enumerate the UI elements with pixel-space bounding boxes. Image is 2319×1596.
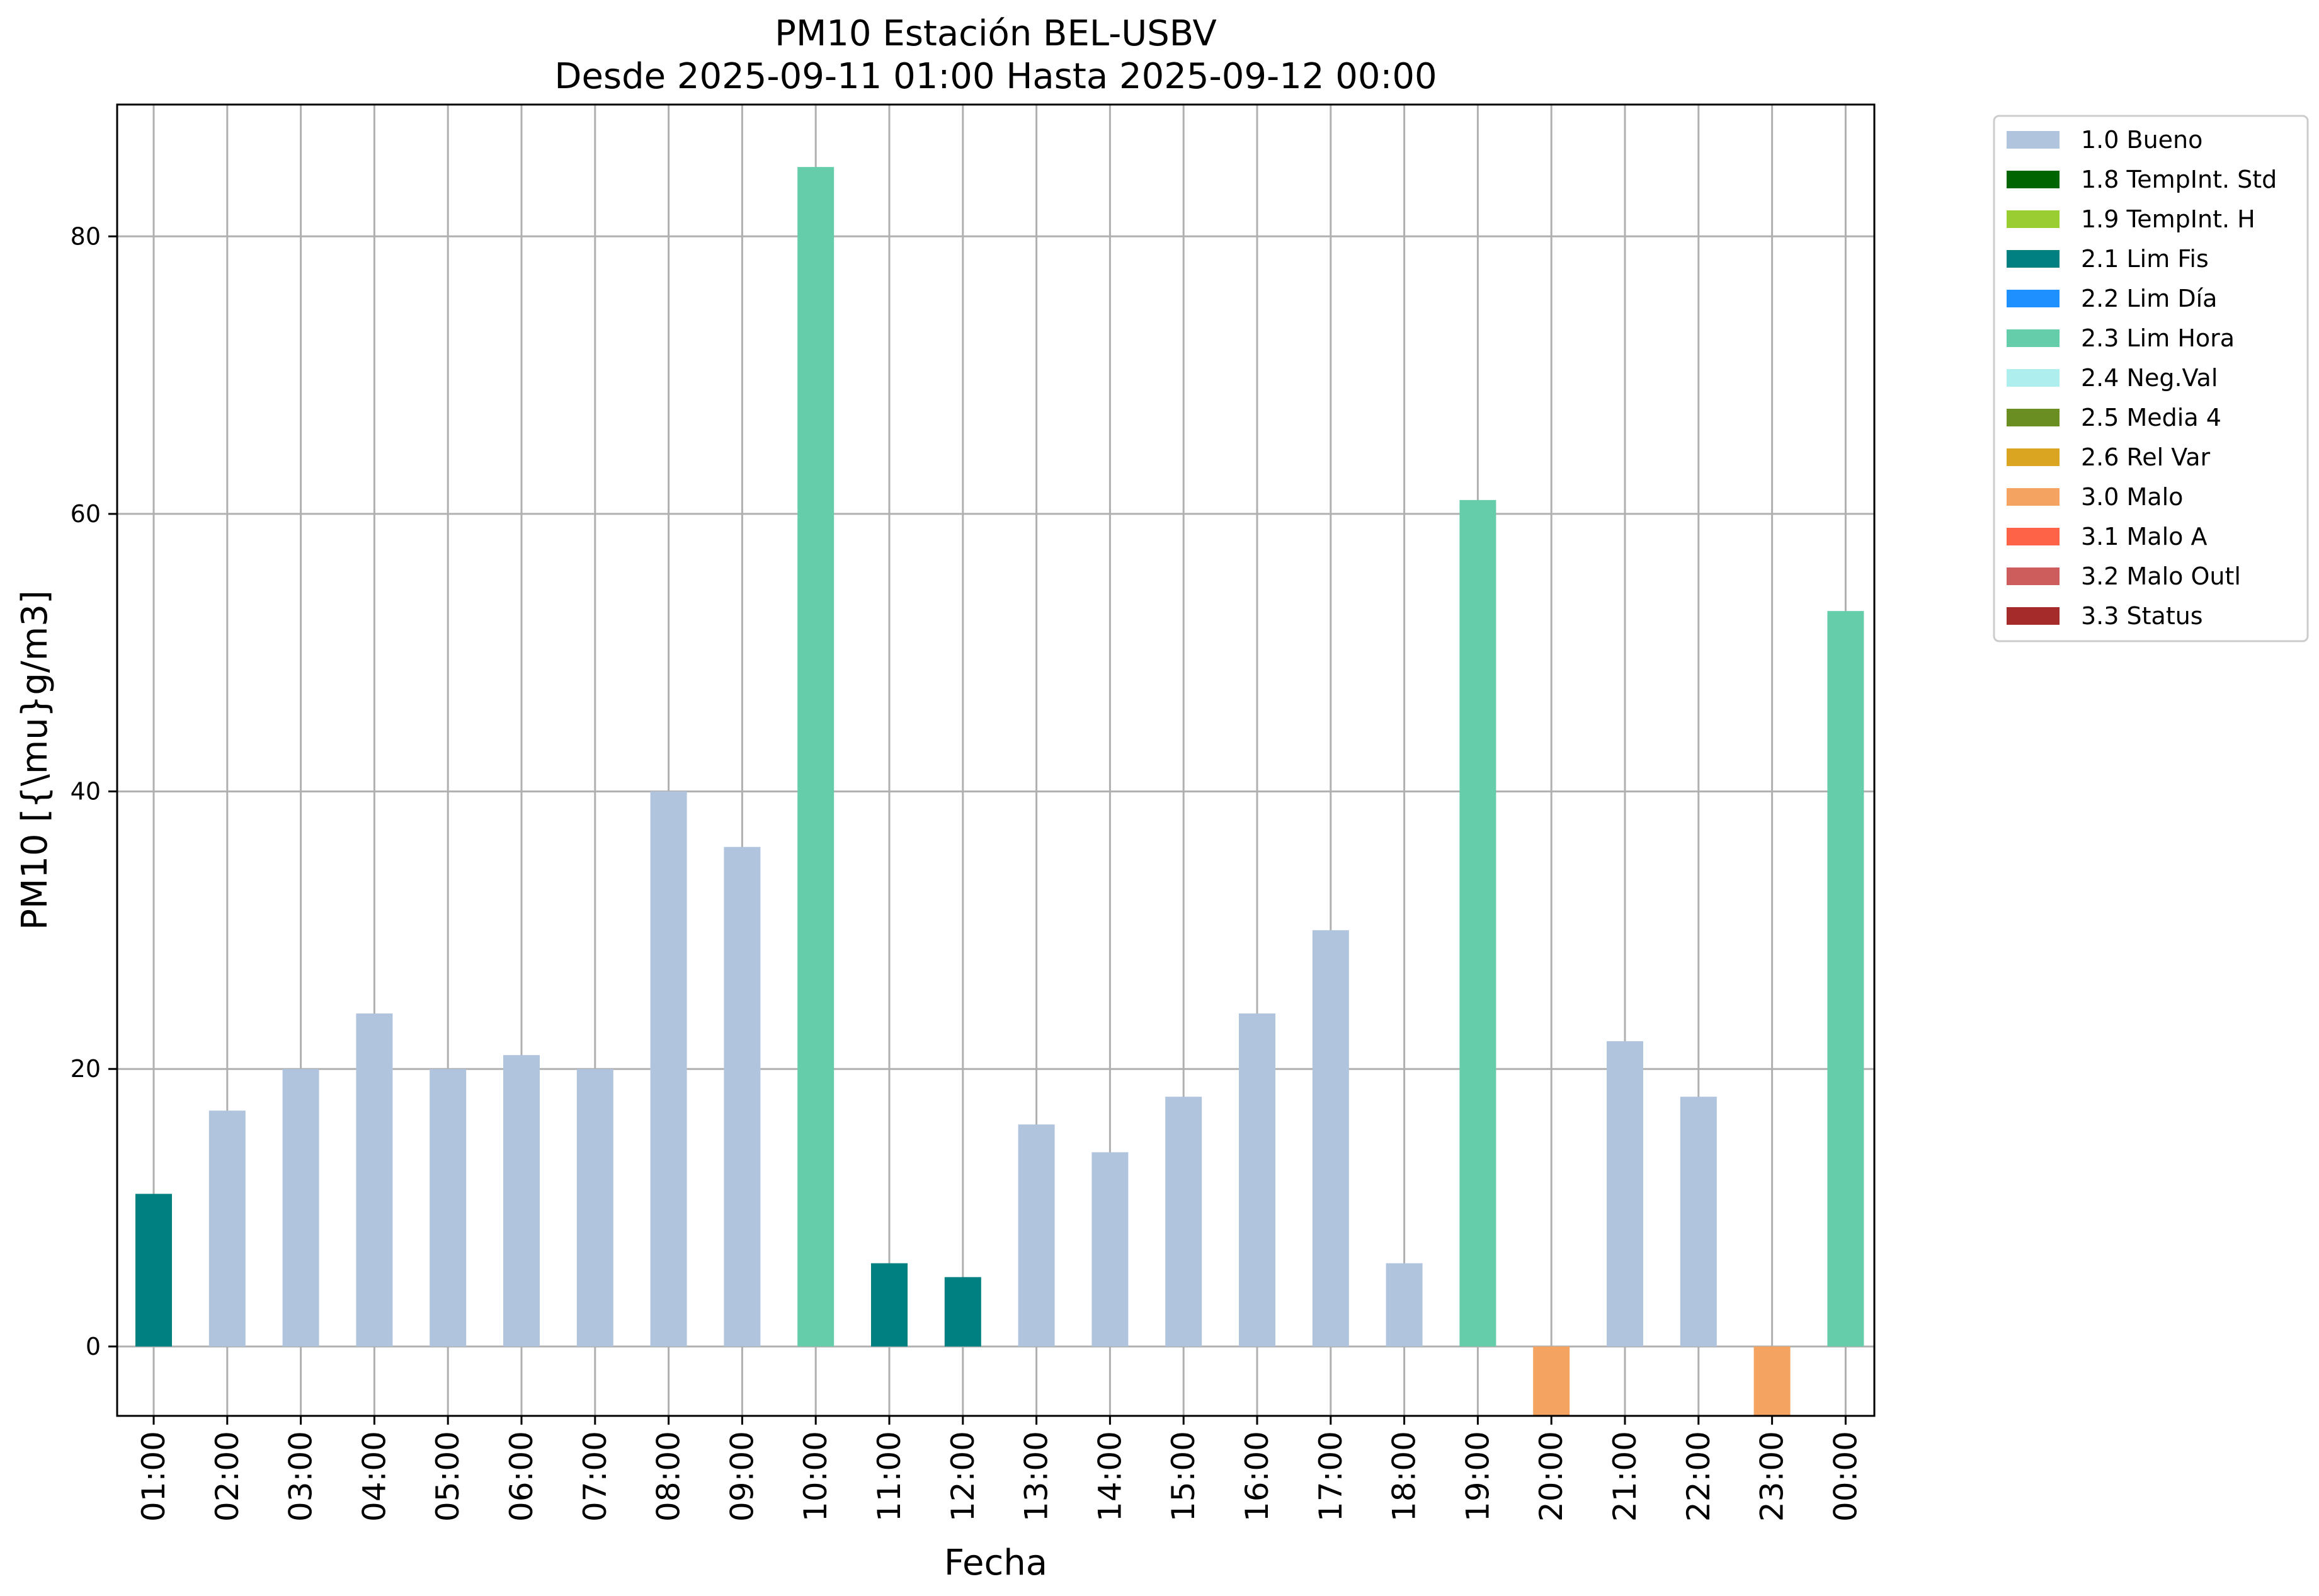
x-tick-label: 18:00 — [1386, 1431, 1423, 1522]
x-tick-label: 02:00 — [209, 1431, 246, 1522]
y-tick-label: 0 — [86, 1333, 101, 1360]
legend-swatch — [2007, 488, 2060, 506]
bar-0100 — [135, 1194, 172, 1347]
chart-subtitle: Desde 2025-09-11 01:00 Hasta 2025-09-12 … — [554, 56, 1437, 97]
x-tick-label: 00:00 — [1827, 1431, 1864, 1522]
legend-swatch — [2007, 250, 2060, 268]
legend-swatch — [2007, 131, 2060, 149]
bar-1200 — [944, 1277, 981, 1347]
x-axis-ticks: 01:00 02:00 03:00 04:00 05:00 06:00 07:00 08:00… — [135, 1416, 1864, 1522]
x-tick-label: 14:00 — [1091, 1431, 1128, 1522]
x-axis-label: Fecha — [944, 1542, 1047, 1583]
x-tick-label: 01:00 — [135, 1431, 172, 1522]
bar-2000 — [1533, 1346, 1570, 1416]
legend-swatch — [2007, 171, 2060, 188]
x-tick-label: 13:00 — [1018, 1431, 1055, 1522]
bar-1700 — [1312, 930, 1349, 1347]
x-tick-label: 05:00 — [430, 1431, 466, 1522]
legend-label: 3.2 Malo Outl — [2081, 562, 2241, 590]
x-tick-label: 12:00 — [945, 1431, 981, 1522]
legend-label: 1.0 Bueno — [2081, 126, 2202, 154]
bar-0400 — [356, 1013, 393, 1347]
y-tick-label: 20 — [71, 1055, 101, 1083]
x-tick-label: 15:00 — [1165, 1431, 1202, 1522]
x-tick-label: 04:00 — [356, 1431, 392, 1522]
bar-0800 — [650, 791, 687, 1347]
bar-1800 — [1386, 1263, 1423, 1347]
y-tick-label: 80 — [71, 222, 101, 250]
bar-2200 — [1680, 1097, 1717, 1347]
chart-title: PM10 Estación BEL-USBV — [775, 13, 1217, 54]
bar-0200 — [208, 1110, 246, 1347]
legend-swatch — [2007, 369, 2060, 387]
x-tick-label: 23:00 — [1754, 1431, 1791, 1522]
bar-0600 — [503, 1055, 540, 1347]
legend-label: 2.4 Neg.Val — [2081, 364, 2218, 392]
x-tick-label: 22:00 — [1680, 1431, 1717, 1522]
bar-1900 — [1459, 499, 1496, 1347]
x-tick-label: 06:00 — [503, 1431, 540, 1522]
y-tick-label: 40 — [71, 778, 101, 806]
bar-0900 — [724, 846, 761, 1347]
bar-0300 — [282, 1069, 319, 1347]
bar-1500 — [1165, 1097, 1202, 1347]
legend-swatch — [2007, 409, 2060, 426]
legend: 1.0 Bueno 1.8 TempInt. Std 1.9 TempInt. H 2… — [1993, 115, 2309, 642]
legend-swatch — [2007, 290, 2060, 307]
bar-0000 — [1827, 611, 1864, 1347]
y-tick-label: 60 — [71, 500, 101, 528]
bar-0500 — [430, 1069, 467, 1347]
x-tick-label: 21:00 — [1607, 1431, 1643, 1522]
legend-label: 3.3 Status — [2081, 602, 2203, 630]
y-axis-label: PM10 [{\mu}g/m3] — [14, 590, 55, 930]
bar-1400 — [1091, 1152, 1129, 1347]
legend-label: 2.2 Lim Día — [2081, 285, 2217, 312]
x-tick-label: 08:00 — [651, 1431, 687, 1522]
plot-frame — [116, 103, 1876, 1417]
bar-1600 — [1239, 1013, 1275, 1347]
x-tick-label: 07:00 — [577, 1431, 613, 1522]
legend-label: 2.6 Rel Var — [2081, 443, 2211, 471]
legend-swatch — [2007, 210, 2060, 228]
legend-label: 1.8 TempInt. Std — [2081, 166, 2277, 193]
bar-1300 — [1018, 1124, 1055, 1347]
x-tick-label: 10:00 — [797, 1431, 834, 1522]
legend-label: 1.9 TempInt. H — [2081, 205, 2255, 233]
bar-1100 — [871, 1263, 908, 1347]
x-tick-label: 03:00 — [283, 1431, 319, 1522]
legend-entries: 1.0 Bueno 1.8 TempInt. Std 1.9 TempInt. H 2… — [2007, 126, 2277, 630]
legend-swatch — [2007, 329, 2060, 347]
x-tick-label: 19:00 — [1459, 1431, 1496, 1522]
legend-label: 2.3 Lim Hora — [2081, 324, 2235, 352]
legend-swatch — [2007, 528, 2060, 545]
x-tick-label: 11:00 — [871, 1431, 908, 1522]
bar-2300 — [1753, 1346, 1791, 1416]
bar-2100 — [1607, 1041, 1643, 1347]
y-axis-ticks: 0 20 40 60 80 — [71, 222, 117, 1360]
legend-label: 3.1 Malo A — [2081, 523, 2207, 550]
legend-swatch — [2007, 567, 2060, 585]
legend-label: 2.5 Media 4 — [2081, 404, 2221, 431]
x-tick-label: 20:00 — [1533, 1431, 1570, 1522]
x-tick-label: 16:00 — [1239, 1431, 1275, 1522]
legend-frame — [1993, 115, 2309, 642]
legend-label: 2.1 Lim Fis — [2081, 245, 2209, 273]
legend-swatch — [2007, 448, 2060, 466]
bars — [135, 167, 1864, 1416]
bar-0700 — [576, 1069, 613, 1347]
x-tick-label: 17:00 — [1313, 1431, 1349, 1522]
bar-1000 — [797, 167, 835, 1347]
x-tick-label: 09:00 — [724, 1431, 760, 1522]
legend-label: 3.0 Malo — [2081, 483, 2183, 511]
legend-swatch — [2007, 607, 2060, 625]
